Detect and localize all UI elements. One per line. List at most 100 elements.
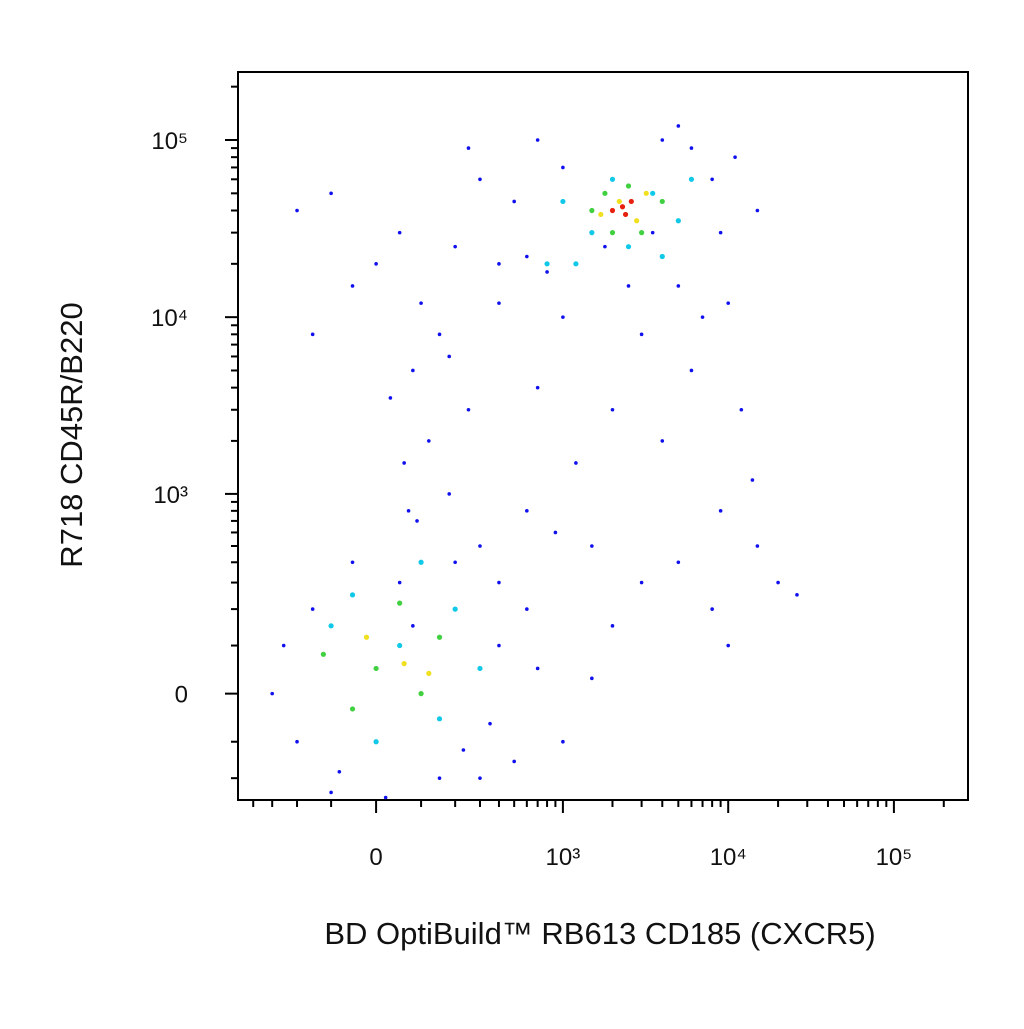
data-point — [436, 634, 443, 640]
data-point — [553, 530, 558, 535]
data-point — [776, 580, 780, 585]
data-point — [453, 244, 457, 249]
data-point — [700, 315, 705, 319]
data-point — [436, 716, 443, 722]
data-point — [418, 691, 424, 697]
data-point — [619, 204, 626, 210]
data-point — [535, 666, 540, 671]
data-point — [350, 284, 355, 288]
data-point — [643, 190, 649, 196]
data-point — [350, 560, 355, 565]
data-point — [388, 396, 393, 400]
x-tick-label: 0 — [369, 844, 382, 871]
data-point — [281, 643, 286, 648]
data-point — [750, 478, 755, 482]
data-point — [512, 199, 516, 204]
data-point — [497, 262, 501, 266]
data-point — [418, 559, 424, 565]
data-point — [639, 332, 644, 337]
data-point — [383, 795, 388, 800]
x-tick-label: 10³ — [546, 844, 581, 871]
data-point — [659, 253, 665, 260]
data-point — [688, 176, 695, 182]
data-point — [660, 439, 665, 443]
data-point — [373, 739, 379, 745]
y-tick-label: 10³ — [153, 482, 188, 509]
y-tick-label: 10⁵ — [151, 128, 188, 155]
data-point — [397, 600, 403, 606]
data-point — [535, 138, 540, 142]
data-point — [270, 691, 275, 696]
data-point — [602, 190, 608, 196]
data-point — [639, 230, 645, 236]
data-point — [453, 560, 457, 565]
data-point — [535, 385, 540, 390]
data-point — [349, 706, 356, 712]
data-point — [497, 301, 501, 305]
data-point — [628, 198, 634, 205]
y-tick-label: 10⁴ — [151, 305, 188, 332]
data-point — [561, 739, 565, 744]
data-point — [452, 606, 458, 612]
data-point — [676, 284, 681, 288]
data-point — [411, 368, 415, 373]
data-point — [733, 155, 737, 159]
data-point — [660, 138, 665, 142]
data-point — [411, 624, 415, 628]
data-point — [609, 176, 616, 182]
x-axis-label: BD OptiBuild™ RB613 CD185 (CXCR5) — [324, 916, 875, 951]
data-point — [406, 509, 411, 513]
data-point — [795, 593, 799, 597]
data-point — [718, 509, 723, 513]
y-tick-label: 0 — [175, 682, 188, 709]
data-point — [329, 790, 333, 795]
data-point — [659, 198, 665, 205]
data-point — [426, 670, 432, 676]
data-point — [622, 211, 629, 218]
data-point — [402, 461, 406, 465]
data-point — [626, 284, 631, 288]
data-point — [337, 770, 342, 774]
data-point — [739, 407, 744, 412]
data-point — [625, 244, 632, 250]
data-point — [419, 301, 423, 305]
data-point — [397, 642, 403, 649]
data-point — [525, 509, 529, 513]
data-point — [573, 261, 579, 267]
data-point — [295, 208, 299, 213]
data-point — [497, 643, 501, 648]
data-point — [609, 230, 616, 236]
data-point — [466, 146, 471, 150]
data-point — [310, 332, 315, 337]
data-point — [603, 244, 607, 249]
data-point — [295, 739, 299, 744]
data-point — [710, 607, 714, 611]
data-point — [447, 492, 452, 496]
data-point — [726, 301, 731, 305]
data-point — [609, 207, 616, 214]
data-point — [544, 261, 550, 267]
data-point — [427, 439, 431, 443]
data-point — [610, 407, 615, 412]
data-point — [466, 407, 471, 412]
data-point — [616, 198, 622, 205]
data-point — [689, 368, 694, 373]
data-point — [676, 560, 681, 565]
data-point — [320, 651, 326, 657]
data-point — [590, 544, 594, 548]
data-point — [525, 607, 529, 611]
data-point — [374, 262, 378, 266]
data-point — [639, 580, 644, 585]
data-point — [397, 580, 402, 585]
data-point — [401, 661, 407, 667]
data-point — [437, 332, 442, 337]
data-point — [590, 676, 594, 681]
data-point — [328, 623, 334, 629]
data-point — [710, 177, 714, 182]
data-point — [497, 580, 501, 585]
data-point — [329, 191, 333, 196]
data-point — [726, 643, 731, 648]
data-point — [689, 146, 694, 150]
data-point — [478, 544, 482, 548]
